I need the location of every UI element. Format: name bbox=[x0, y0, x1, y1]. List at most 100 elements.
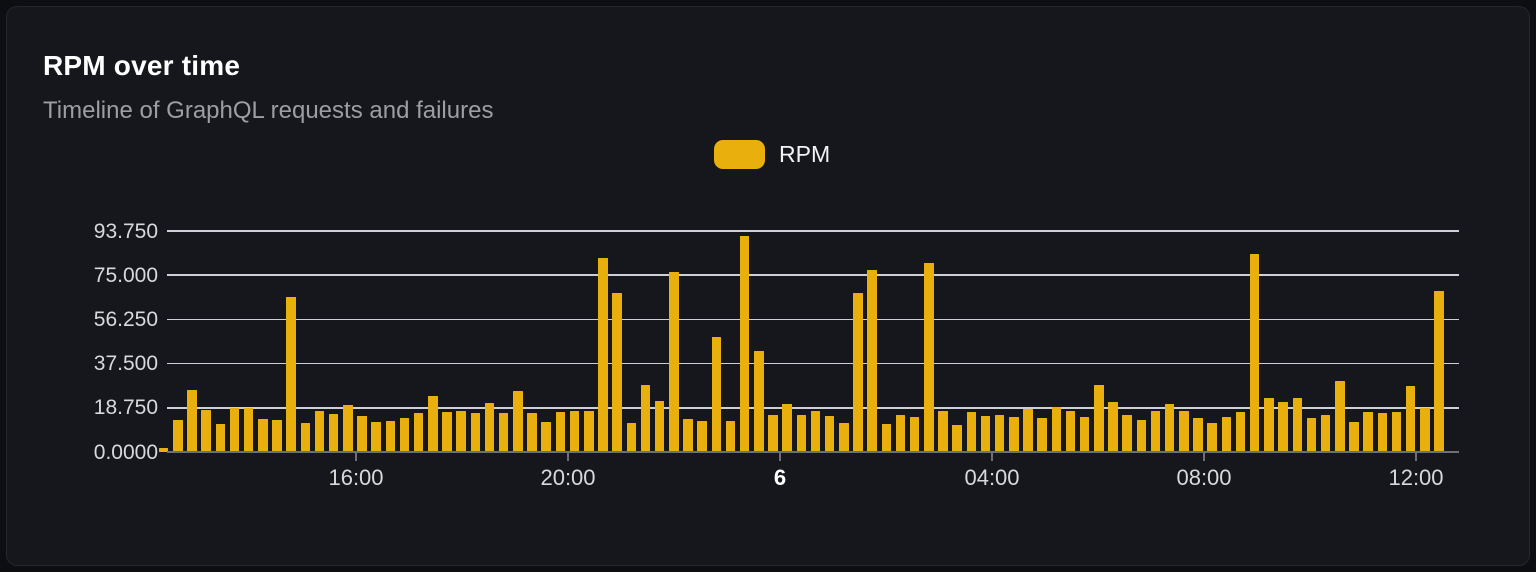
rpm-bar[interactable] bbox=[938, 410, 948, 452]
rpm-bar[interactable] bbox=[796, 414, 807, 452]
rpm-bar[interactable] bbox=[1122, 414, 1132, 452]
x-axis-tick bbox=[567, 453, 569, 461]
rpm-bar[interactable] bbox=[754, 350, 764, 452]
rpm-bar[interactable] bbox=[1150, 410, 1161, 452]
rpm-bar[interactable] bbox=[1179, 411, 1189, 452]
rpm-bar[interactable] bbox=[1434, 291, 1444, 452]
rpm-bar[interactable] bbox=[598, 258, 608, 452]
rpm-bar[interactable] bbox=[1023, 408, 1033, 452]
rpm-bar[interactable] bbox=[810, 410, 821, 452]
rpm-bar[interactable] bbox=[1193, 418, 1203, 452]
rpm-bar[interactable] bbox=[1207, 423, 1217, 452]
rpm-bar[interactable] bbox=[470, 412, 481, 452]
rpm-bar[interactable] bbox=[1349, 421, 1359, 452]
rpm-bar[interactable] bbox=[1065, 410, 1076, 452]
rpm-bar[interactable] bbox=[612, 292, 622, 452]
rpm-bar[interactable] bbox=[966, 412, 977, 452]
rpm-bar[interactable] bbox=[1405, 385, 1416, 452]
rpm-bar[interactable] bbox=[1363, 412, 1373, 452]
rpm-bar[interactable] bbox=[1051, 406, 1062, 452]
rpm-bar[interactable] bbox=[428, 396, 438, 452]
rpm-bar[interactable] bbox=[839, 422, 849, 452]
rpm-bar[interactable] bbox=[541, 421, 551, 452]
rpm-bar[interactable] bbox=[1278, 402, 1288, 452]
rpm-bar[interactable] bbox=[569, 410, 580, 452]
legend-swatch-rpm[interactable] bbox=[714, 140, 765, 169]
rpm-bar[interactable] bbox=[669, 271, 679, 452]
rpm-bar[interactable] bbox=[654, 400, 665, 452]
rpm-bar[interactable] bbox=[286, 296, 296, 452]
rpm-bar[interactable] bbox=[1164, 403, 1175, 452]
rpm-bar[interactable] bbox=[994, 414, 1005, 452]
rpm-bar[interactable] bbox=[1320, 414, 1331, 452]
y-axis-tick-label: 75.000 bbox=[93, 263, 158, 287]
rpm-bar[interactable] bbox=[1377, 413, 1388, 452]
rpm-bar[interactable] bbox=[413, 412, 424, 452]
gridline bbox=[167, 318, 1459, 321]
rpm-bar[interactable] bbox=[1235, 412, 1246, 452]
rpm-bar[interactable] bbox=[867, 269, 877, 452]
rpm-bar[interactable] bbox=[640, 384, 651, 452]
rpm-bar[interactable] bbox=[1221, 417, 1232, 452]
rpm-bar[interactable] bbox=[399, 417, 410, 452]
rpm-bar[interactable] bbox=[980, 415, 991, 452]
rpm-bar[interactable] bbox=[909, 416, 920, 452]
gridline bbox=[167, 362, 1459, 365]
rpm-bar[interactable] bbox=[1009, 416, 1019, 452]
rpm-bar[interactable] bbox=[229, 407, 240, 452]
rpm-bar[interactable] bbox=[555, 412, 566, 452]
rpm-bar[interactable] bbox=[158, 448, 169, 452]
rpm-bar[interactable] bbox=[272, 420, 282, 452]
rpm-bar[interactable] bbox=[952, 424, 962, 452]
rpm-bar[interactable] bbox=[1094, 384, 1104, 452]
rpm-bar[interactable] bbox=[1136, 419, 1147, 452]
rpm-bar[interactable] bbox=[683, 418, 693, 452]
rpm-bar[interactable] bbox=[1108, 401, 1118, 452]
rpm-bar[interactable] bbox=[513, 391, 523, 452]
rpm-bar[interactable] bbox=[739, 236, 750, 452]
rpm-bar[interactable] bbox=[527, 412, 537, 452]
rpm-bar[interactable] bbox=[782, 404, 792, 452]
rpm-bar[interactable] bbox=[328, 413, 339, 452]
rpm-bar[interactable] bbox=[300, 422, 311, 452]
rpm-bar[interactable] bbox=[1249, 254, 1260, 452]
rpm-bar[interactable] bbox=[258, 418, 268, 452]
rpm-bar[interactable] bbox=[725, 420, 736, 452]
rpm-bar[interactable] bbox=[697, 420, 707, 452]
rpm-bar[interactable] bbox=[357, 415, 367, 452]
rpm-bar[interactable] bbox=[768, 415, 778, 452]
rpm-bar[interactable] bbox=[1335, 380, 1345, 452]
rpm-bar[interactable] bbox=[484, 402, 495, 452]
rpm-bar[interactable] bbox=[924, 263, 934, 452]
rpm-bar[interactable] bbox=[187, 390, 197, 452]
rpm-bar[interactable] bbox=[385, 421, 396, 452]
rpm-bar[interactable] bbox=[343, 405, 353, 452]
rpm-bar[interactable] bbox=[1391, 412, 1402, 452]
rpm-bar[interactable] bbox=[824, 416, 835, 452]
rpm-bar[interactable] bbox=[442, 412, 452, 452]
rpm-bar[interactable] bbox=[1264, 398, 1274, 452]
rpm-bar[interactable] bbox=[173, 419, 183, 452]
rpm-bar[interactable] bbox=[1306, 417, 1317, 452]
rpm-bar[interactable] bbox=[711, 337, 722, 452]
rpm-bar[interactable] bbox=[314, 410, 325, 452]
rpm-bar[interactable] bbox=[895, 414, 906, 452]
legend-label-rpm[interactable]: RPM bbox=[779, 141, 831, 167]
rpm-bar[interactable] bbox=[881, 423, 892, 452]
x-axis-tick-label: 16:00 bbox=[328, 465, 384, 490]
rpm-bar[interactable] bbox=[498, 413, 509, 452]
rpm-bar[interactable] bbox=[215, 423, 226, 452]
rpm-bar[interactable] bbox=[201, 410, 211, 452]
rpm-bar[interactable] bbox=[626, 422, 636, 452]
rpm-bar[interactable] bbox=[243, 407, 254, 452]
x-axis-tick-label: 08:00 bbox=[1176, 465, 1232, 490]
rpm-bar[interactable] bbox=[1079, 416, 1090, 452]
rpm-bar[interactable] bbox=[584, 411, 594, 452]
rpm-panel: RPM over time Timeline of GraphQL reques… bbox=[6, 6, 1530, 566]
rpm-bar[interactable] bbox=[371, 422, 381, 452]
rpm-bar[interactable] bbox=[1420, 408, 1430, 452]
rpm-bar[interactable] bbox=[1037, 418, 1047, 452]
rpm-bar[interactable] bbox=[853, 292, 863, 452]
rpm-bar[interactable] bbox=[1292, 398, 1302, 452]
rpm-bar[interactable] bbox=[456, 411, 466, 452]
